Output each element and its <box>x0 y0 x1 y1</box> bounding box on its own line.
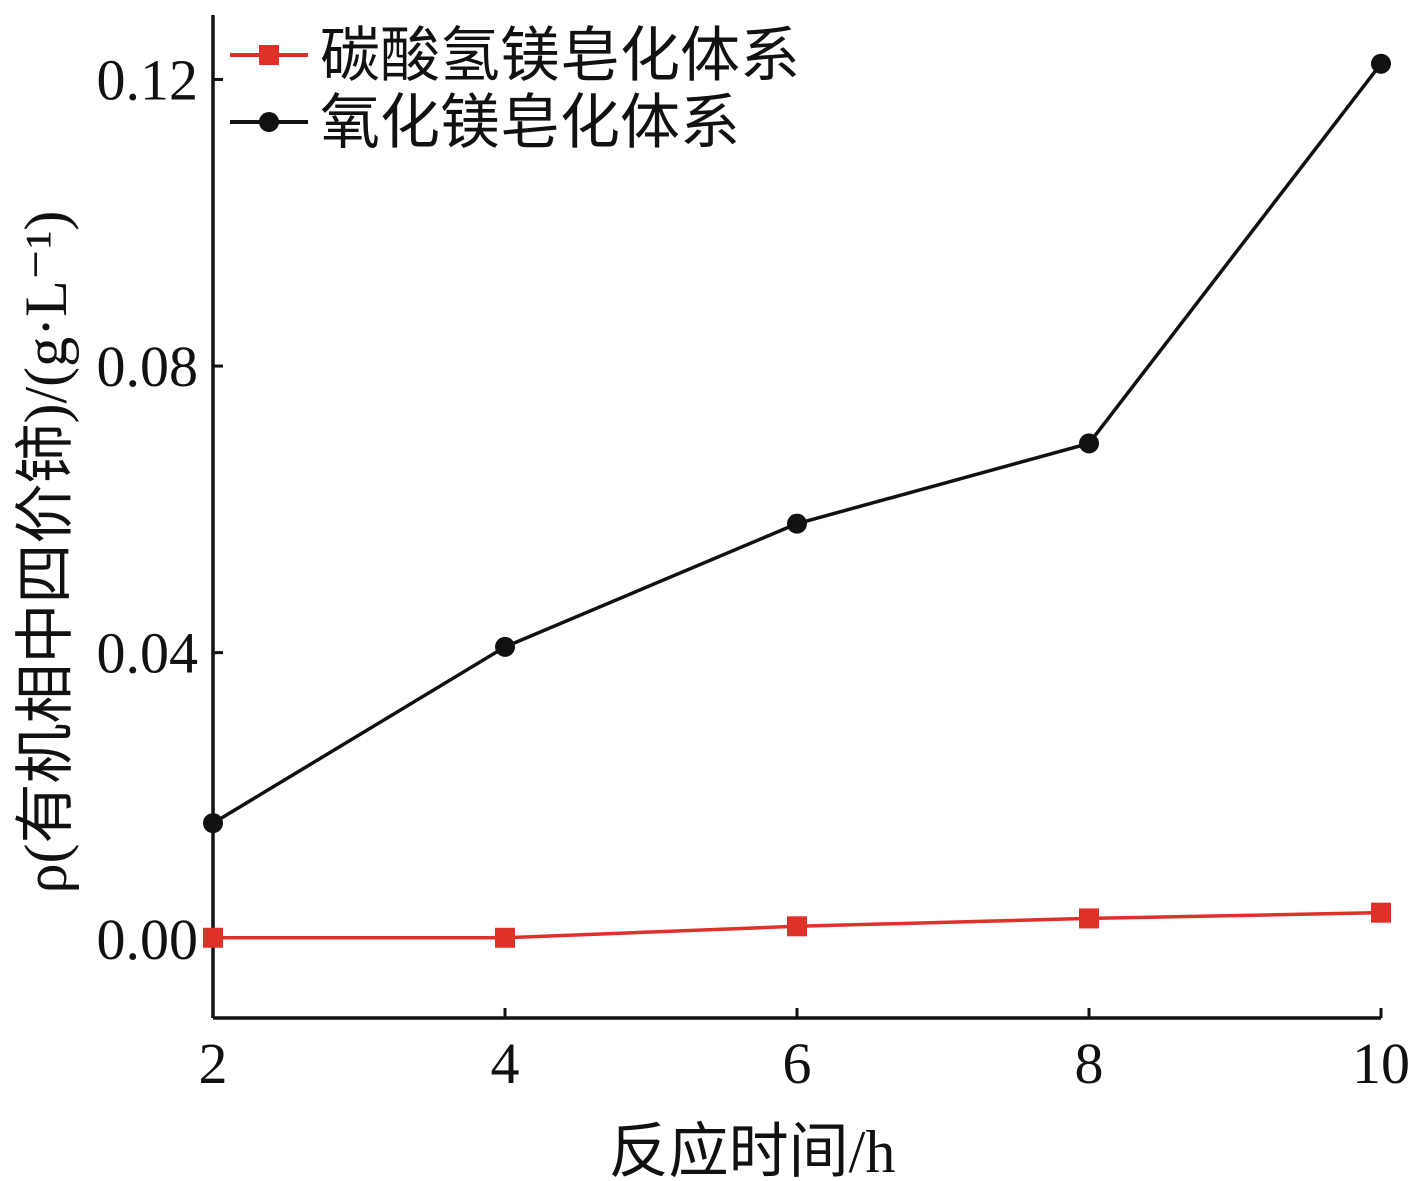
data-point-square <box>787 916 807 937</box>
data-point-square <box>1079 908 1099 929</box>
legend-label-2: 氧化镁皂化体系 <box>320 90 740 156</box>
y-tick-label: 0.08 <box>97 334 199 399</box>
x-ticks: 2 4 6 8 10 <box>199 1008 1410 1096</box>
y-axis-title: ρ(有机相中四价铈)/(g·L⁻¹) <box>13 211 79 894</box>
y-tick-label: 0.04 <box>97 621 199 686</box>
x-axis-title: 反应时间/h <box>609 1119 896 1181</box>
series-layer <box>203 53 1391 948</box>
data-point-square <box>203 927 223 948</box>
x-tick-label: 6 <box>783 1031 812 1096</box>
legend-marker-square <box>259 45 279 65</box>
x-tick-label: 10 <box>1352 1031 1410 1096</box>
series-line-2 <box>212 62 1383 825</box>
data-point-square <box>495 927 515 948</box>
y-tick-label: 0.00 <box>97 907 199 972</box>
x-tick-label: 8 <box>1075 1031 1104 1096</box>
x-tick-label: 4 <box>491 1031 520 1096</box>
legend-marker-circle <box>259 112 279 132</box>
x-tick-label: 2 <box>199 1031 228 1096</box>
data-point-circle <box>203 813 223 834</box>
plot-area: 2 4 6 8 10 0.00 0.04 0.08 0.12 <box>97 15 1410 1096</box>
data-point-circle <box>1079 433 1099 454</box>
data-point-circle <box>1371 53 1391 74</box>
data-point-square <box>1371 902 1391 923</box>
y-tick-label: 0.12 <box>97 47 199 112</box>
data-point-circle <box>787 513 807 534</box>
y-ticks: 0.00 0.04 0.08 0.12 <box>97 47 223 972</box>
legend-label-1: 碳酸氢镁皂化体系 <box>320 23 800 89</box>
data-point-circle <box>495 636 515 657</box>
